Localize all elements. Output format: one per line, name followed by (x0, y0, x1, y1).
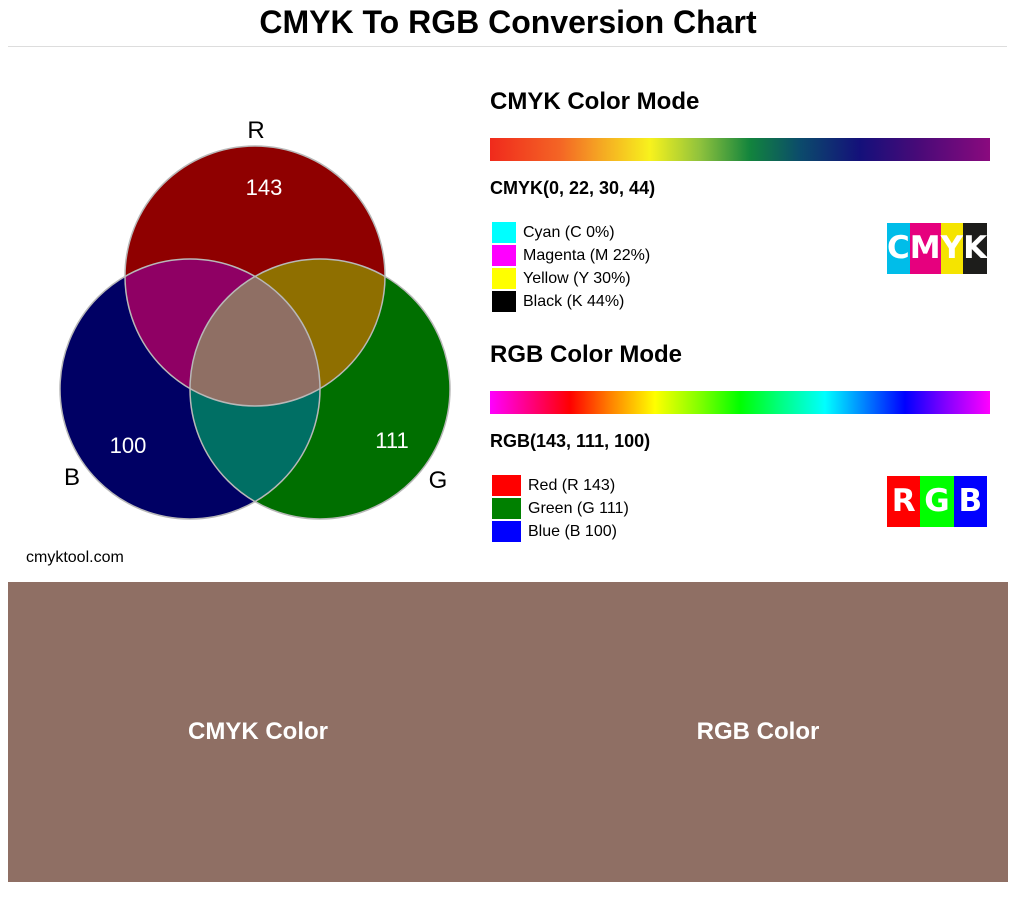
page-title: CMYK To RGB Conversion Chart (259, 4, 757, 40)
green-label: Green (G 111) (528, 500, 629, 517)
red-label: Red (R 143) (528, 477, 616, 494)
cyan-swatch (492, 222, 516, 243)
red-swatch (492, 475, 521, 496)
rgb-logo-badge: R G B (887, 476, 987, 527)
cmyk-color-preview: CMYK Color (8, 582, 508, 882)
site-name: cmyktool.com (26, 549, 124, 566)
venn-overlap-center (190, 259, 320, 406)
rgb-badge-r: R (887, 476, 921, 527)
blue-swatch (492, 521, 521, 542)
rgb-heading: RGB Color Mode (490, 341, 682, 368)
yellow-label: Yellow (Y 30%) (523, 270, 631, 287)
venn-label-g: G (429, 467, 448, 494)
cmyk-preview-label: CMYK Color (188, 718, 328, 745)
venn-label-b: B (64, 464, 80, 491)
title-divider (8, 46, 1007, 47)
venn-value-r: 143 (246, 175, 283, 200)
rgb-color-preview: RGB Color (508, 582, 1008, 882)
green-swatch (492, 498, 521, 519)
venn-value-g: 111 (375, 428, 408, 453)
venn-label-r: R (247, 117, 264, 144)
rgb-value: RGB(143, 111, 100) (490, 431, 651, 451)
rgb-preview-label: RGB Color (696, 718, 820, 745)
rgb-gradient-bar (490, 391, 990, 414)
magenta-label: Magenta (M 22%) (523, 247, 651, 264)
cmyk-badge-c: C (887, 223, 910, 274)
rgb-badge-b: B (953, 476, 987, 527)
cmyk-logo-badge: C M Y K (887, 223, 988, 274)
cmyk-gradient-bar (490, 138, 990, 161)
cmyk-badge-k: K (963, 223, 988, 274)
magenta-swatch (492, 245, 516, 266)
yellow-swatch (492, 268, 516, 289)
cyan-label: Cyan (C 0%) (523, 224, 615, 241)
cmyk-badge-m: M (909, 223, 941, 274)
black-swatch (492, 291, 516, 312)
venn-value-b: 100 (110, 433, 147, 458)
cmyk-value: CMYK(0, 22, 30, 44) (490, 178, 656, 198)
blue-label: Blue (B 100) (528, 523, 617, 540)
cmyk-badge-y: Y (940, 223, 964, 274)
black-label: Black (K 44%) (523, 293, 625, 310)
cmyk-heading: CMYK Color Mode (490, 88, 700, 115)
rgb-venn-diagram: R B G 143 100 111 (59, 117, 451, 520)
rgb-badge-g: G (920, 476, 954, 527)
